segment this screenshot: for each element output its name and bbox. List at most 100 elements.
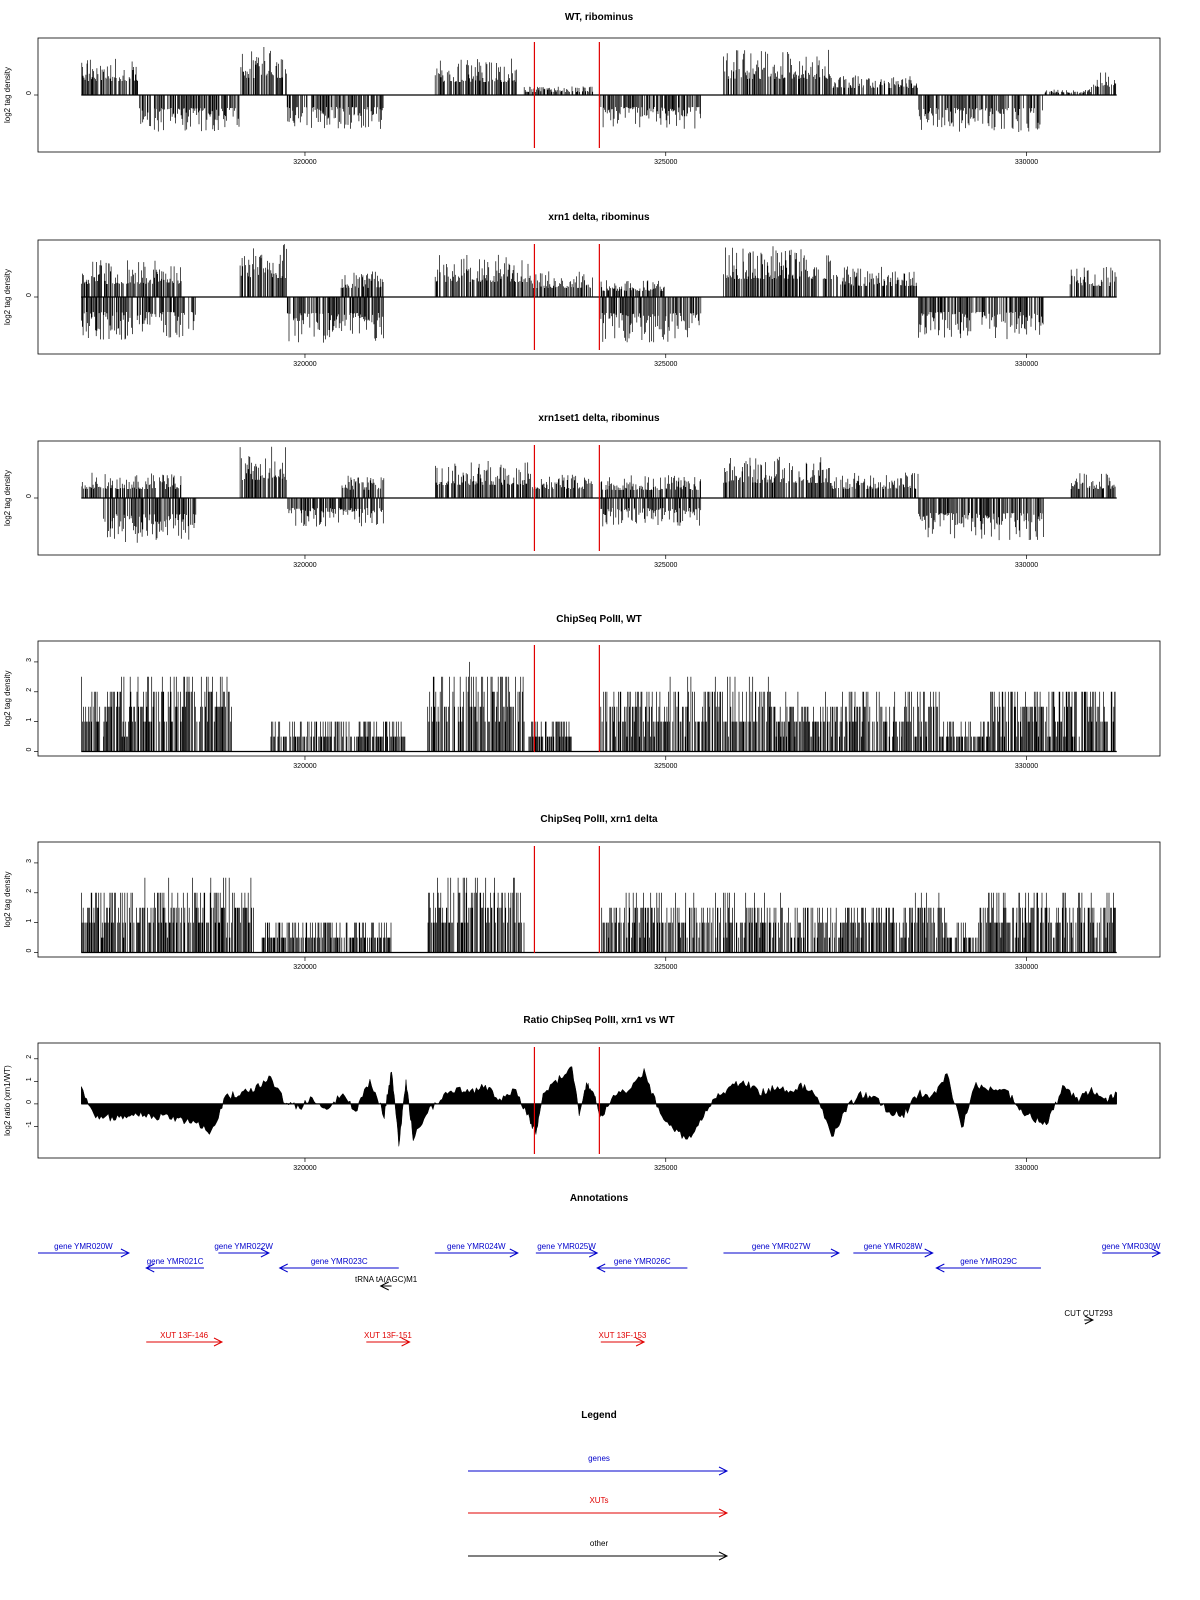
feature-genes: gene YMR025W	[535, 1242, 599, 1258]
y-axis-label: log2 tag density	[3, 269, 12, 325]
feature-xuts: XUT 13F-151	[364, 1331, 412, 1347]
panel-title: ChipSeq PolII, xrn1 delta	[540, 814, 658, 825]
feature-xuts: XUT 13F-153	[599, 1331, 647, 1347]
y-tick-label: 2	[26, 889, 33, 893]
legend-item-other: other	[468, 1539, 729, 1561]
feature-label: gene YMR020W	[54, 1242, 113, 1251]
feature-label: gene YMR026C	[614, 1257, 671, 1266]
feature-label: XUT 13F-151	[364, 1331, 412, 1340]
y-axis-label: log2 ratio (xrn1/WT)	[3, 1065, 12, 1136]
feature-arrow-head	[145, 1263, 155, 1273]
feature-label: gene YMR030W	[1102, 1242, 1161, 1251]
x-tick-label: 330000	[1015, 763, 1038, 770]
y-tick-label: 2	[26, 1055, 33, 1059]
data-marks	[81, 661, 1116, 752]
feature-arrow-head	[830, 1248, 841, 1258]
tag-bars	[81, 47, 1117, 132]
feature-other: tRNA tA(AGC)M1	[355, 1275, 418, 1291]
feature-genes: gene YMR024W	[434, 1242, 519, 1258]
panel-4: ChipSeq PolII, WT 0 1 2 3 log2 tag density 320…	[3, 614, 1161, 770]
panel-5: ChipSeq PolII, xrn1 delta 0 1 2 3 log2 tag de…	[3, 814, 1161, 971]
data-marks	[81, 244, 1117, 343]
x-tick-label: 330000	[1015, 1165, 1038, 1172]
feature-genes: gene YMR020W	[38, 1242, 131, 1258]
panel-6: Ratio ChipSeq PolII, xrn1 vs WT -1 0 1 2 log2…	[3, 1015, 1161, 1172]
feature-label: gene YMR025W	[537, 1242, 596, 1251]
feature-label: gene YMR021C	[147, 1257, 204, 1266]
legend: Legend genes XUTs other	[468, 1410, 729, 1561]
y-tick-label: 0	[26, 747, 33, 751]
legend-arrow-head	[718, 1508, 729, 1518]
feature-genes: gene YMR028W	[853, 1242, 934, 1258]
feature-xuts: XUT 13F-146	[146, 1331, 224, 1347]
plot-frame	[37, 1042, 1161, 1159]
y-axis-label: log2 tag density	[3, 670, 12, 726]
data-marks	[81, 446, 1116, 543]
panel-title: ChipSeq PolII, WT	[556, 614, 642, 625]
y-tick-label: 2	[26, 688, 33, 692]
feature-arrow-head	[379, 1281, 389, 1291]
y-axis-label: log2 tag density	[3, 67, 12, 123]
x-tick-label: 320000	[293, 763, 316, 770]
y-tick-label: 0	[26, 494, 33, 498]
feature-label: XUT 13F-153	[599, 1331, 647, 1340]
feature-genes: gene YMR027W	[723, 1242, 841, 1258]
feature-genes: gene YMR029C	[935, 1257, 1041, 1273]
feature-genes: gene YMR030W	[1102, 1242, 1162, 1258]
x-tick-label: 325000	[654, 964, 677, 971]
annotations-title: Annotations	[570, 1193, 629, 1204]
x-tick-label: 330000	[1015, 562, 1038, 569]
legend-item-xuts: XUTs	[468, 1496, 729, 1518]
x-tick-label: 325000	[654, 159, 677, 166]
data-marks	[81, 877, 1116, 953]
y-tick-label: -1	[26, 1121, 33, 1127]
x-tick-label: 330000	[1015, 964, 1038, 971]
feature-arrow-head	[588, 1248, 599, 1258]
x-tick-label: 325000	[654, 361, 677, 368]
x-tick-label: 320000	[293, 159, 316, 166]
y-tick-label: 0	[26, 948, 33, 952]
feature-arrow-head	[213, 1337, 224, 1347]
feature-label: gene YMR029C	[960, 1257, 1017, 1266]
x-tick-label: 320000	[293, 562, 316, 569]
feature-genes: gene YMR023C	[278, 1257, 399, 1273]
y-tick-label: 1	[26, 718, 33, 722]
x-tick-label: 325000	[654, 1165, 677, 1172]
feature-label: gene YMR028W	[864, 1242, 923, 1251]
x-tick-label: 320000	[293, 361, 316, 368]
feature-label: gene YMR022W	[214, 1242, 273, 1251]
y-tick-label: 0	[26, 91, 33, 95]
panel-1: WT, ribominus 0 log2 tag density 320000 3250…	[3, 12, 1161, 166]
feature-label: CUT CUT293	[1064, 1309, 1113, 1318]
feature-other: CUT CUT293	[1064, 1309, 1113, 1325]
plot-frame	[37, 841, 1161, 958]
feature-arrow-head	[924, 1248, 934, 1258]
annotations-track: Annotations gene YMR020W gene YMR021C gene …	[38, 1193, 1162, 1347]
feature-arrow-head	[120, 1248, 131, 1258]
legend-label: genes	[588, 1454, 610, 1463]
x-tick-label: 325000	[654, 763, 677, 770]
panel-title: Ratio ChipSeq PolII, xrn1 vs WT	[523, 1015, 674, 1026]
x-tick-label: 325000	[654, 562, 677, 569]
legend-label: other	[590, 1539, 609, 1548]
feature-arrow-head	[278, 1263, 288, 1273]
x-tick-label: 330000	[1015, 361, 1038, 368]
panel-title: WT, ribominus	[565, 12, 634, 23]
feature-genes: gene YMR026C	[596, 1257, 688, 1273]
feature-label: XUT 13F-146	[160, 1331, 208, 1340]
feature-label: gene YMR024W	[447, 1242, 506, 1251]
y-tick-label: 1	[26, 1077, 33, 1081]
y-tick-label: 0	[26, 1100, 33, 1104]
x-tick-label: 320000	[293, 964, 316, 971]
tag-bars	[81, 661, 1116, 752]
panel-title: xrn1 delta, ribominus	[548, 212, 650, 223]
y-tick-label: 1	[26, 919, 33, 923]
feature-arrow-head	[401, 1337, 411, 1347]
feature-arrow-head	[935, 1263, 945, 1273]
tag-bars	[81, 244, 1117, 343]
legend-item-genes: genes	[468, 1454, 729, 1476]
x-tick-label: 330000	[1015, 159, 1038, 166]
x-tick-label: 320000	[293, 1165, 316, 1172]
y-axis-label: log2 tag density	[3, 470, 12, 526]
